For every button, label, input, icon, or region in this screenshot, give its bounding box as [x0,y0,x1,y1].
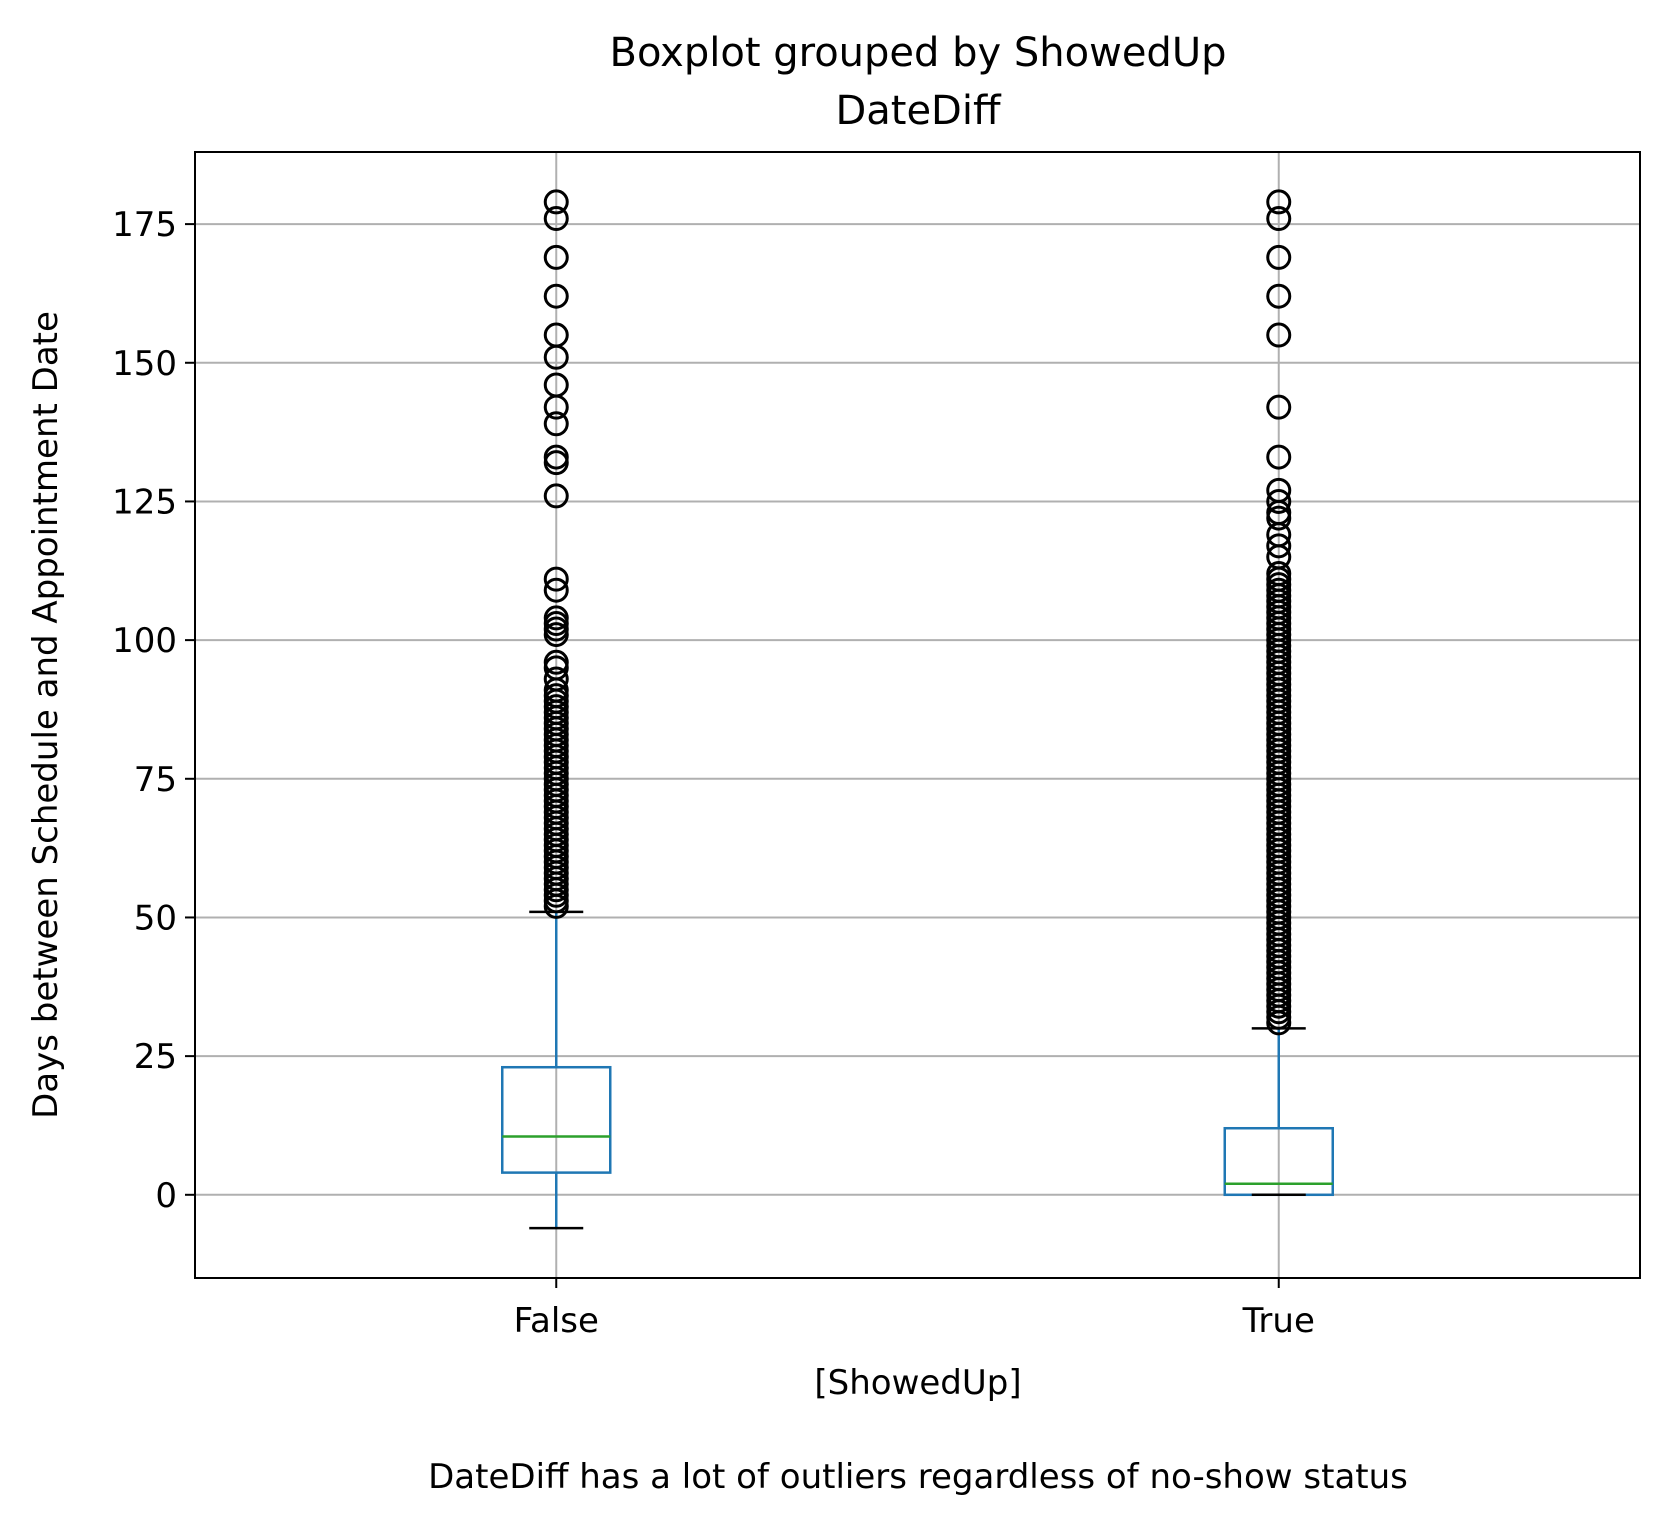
outlier-point [543,411,569,437]
outlier-point [1266,533,1292,559]
outlier-point [1266,283,1292,309]
x-axis-label: [ShowedUp] [814,1363,1021,1403]
outlier-point [543,189,569,215]
outlier-point [543,244,569,270]
grid-lines [195,152,1640,1278]
outlier-point [543,605,569,631]
y-tick-label: 150 [112,344,177,384]
plot-frame [194,151,1641,1279]
y-tick-label: 0 [155,1176,177,1216]
axes: 0 25 50 75 100 125 150 175 False True [112,205,1315,1341]
y-tick-label: 125 [112,482,177,522]
outlier-point [543,649,569,675]
outlier-point [543,372,569,398]
chart-caption: DateDiff has a lot of outliers regardles… [428,1457,1408,1497]
y-tick-label: 100 [112,621,177,661]
outlier-point [543,566,569,592]
iqr-box [501,1065,612,1174]
outlier-point [1266,244,1292,270]
outlier-point [543,444,569,470]
outlier-point [1266,477,1292,503]
x-tick-label: True [1242,1301,1315,1341]
outlier-point [543,322,569,348]
outlier-point [543,483,569,509]
outlier-point [1266,444,1292,470]
box-series [501,189,1334,1230]
y-tick-label: 25 [134,1037,177,1077]
outlier-point [543,283,569,309]
outlier-point [1266,394,1292,420]
chart-title: DateDiff [835,88,1002,134]
outlier-point [1266,561,1292,587]
y-tick-label: 50 [134,898,177,938]
outlier-point [543,206,569,232]
y-axis-label: Days between Schedule and Appointment Da… [26,311,66,1119]
outlier-point [543,666,569,692]
y-tick-label: 75 [134,760,177,800]
y-tick-label: 175 [112,205,177,245]
outlier-point [1266,206,1292,232]
x-tick-label: False [514,1301,599,1341]
outlier-point [1266,189,1292,215]
chart-suptitle: Boxplot grouped by ShowedUp [610,30,1227,76]
outlier-point [1266,322,1292,348]
outlier-point [543,577,569,603]
outlier-point [1266,488,1292,514]
